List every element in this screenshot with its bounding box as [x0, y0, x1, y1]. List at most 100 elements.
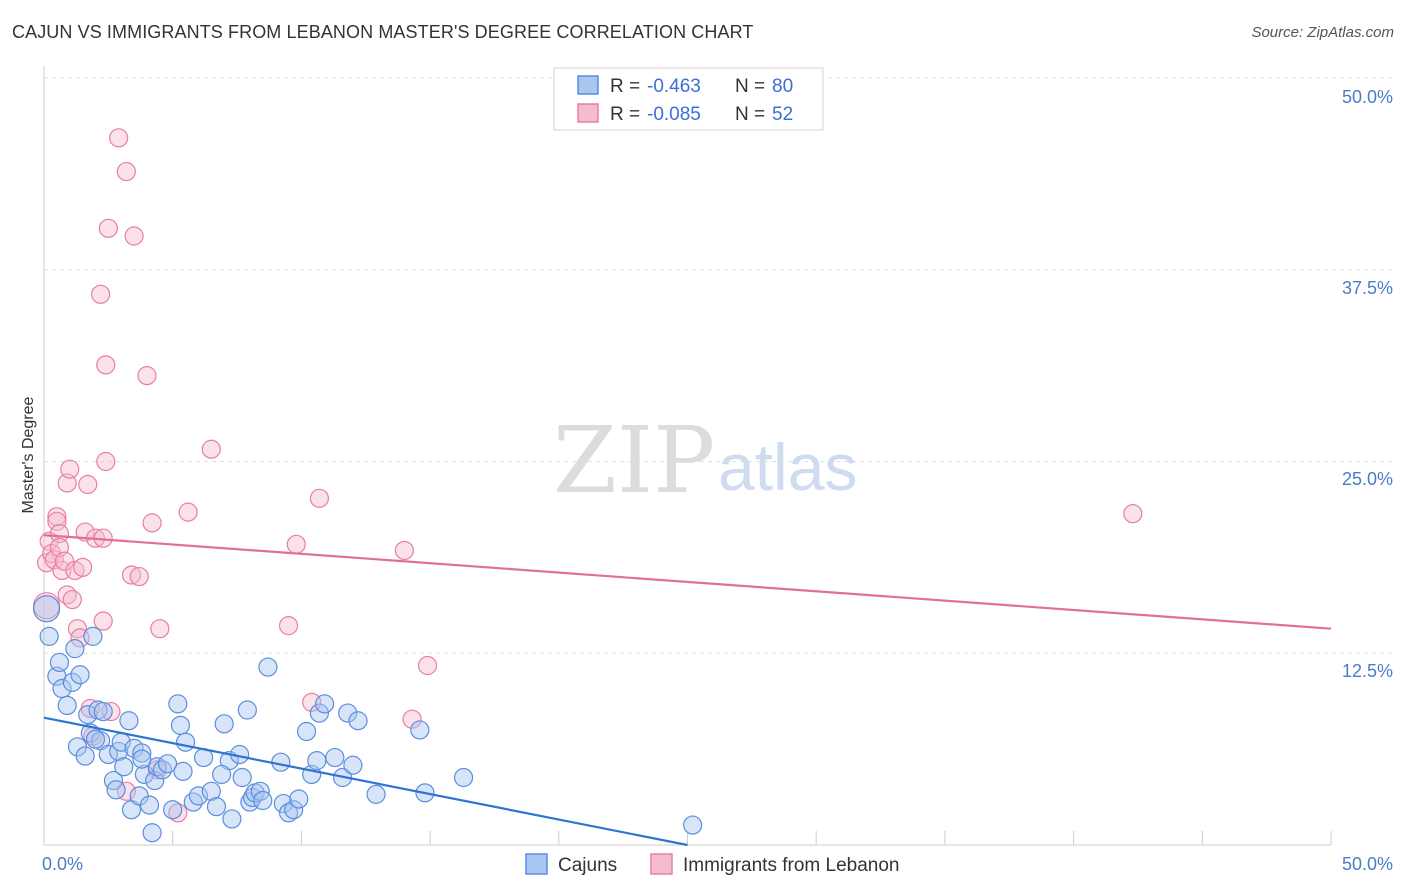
legend-swatch-cajuns [577, 75, 599, 95]
lebanon-point [278, 616, 299, 636]
cajun-point [83, 626, 103, 646]
lebanon-point [62, 589, 82, 610]
legend-r-label: R = [610, 104, 640, 125]
chart-title: CAJUN VS IMMIGRANTS FROM LEBANON MASTER'… [12, 22, 754, 42]
y-tick-label: 25.0% [1342, 469, 1393, 489]
cajun-point [278, 803, 299, 823]
lebanon-point [96, 355, 116, 375]
cajun-point [75, 746, 95, 766]
cajun-point [175, 732, 196, 752]
legend-r-value: -0.463 [647, 76, 701, 97]
cajun-point [258, 657, 278, 677]
x-tick-marks [43, 831, 1332, 845]
cajun-point [142, 823, 162, 843]
lebanon-point [1123, 504, 1143, 524]
cajun-point [183, 792, 203, 812]
cajun-point [343, 755, 363, 775]
cajun-point [49, 652, 70, 673]
lebanon-point [49, 523, 70, 544]
lebanon-point [60, 459, 80, 479]
cajun-point [309, 703, 330, 723]
lebanon-point [96, 451, 116, 472]
cajun-point [132, 743, 152, 763]
lebanon-point [178, 502, 198, 522]
legend-n-label: N = [735, 104, 765, 125]
cajun-point [271, 752, 291, 772]
lebanon-point [309, 488, 330, 508]
cajun-point [366, 784, 386, 804]
cajun-point [65, 639, 85, 659]
legend-n-value: 80 [772, 76, 793, 97]
cajun-point [237, 700, 257, 720]
cajun-point [214, 714, 234, 734]
gridlines [44, 77, 1392, 654]
cajun-point [139, 795, 160, 815]
cajun-point [201, 781, 221, 801]
cajun-point [168, 694, 188, 714]
legend-r-label: R = [610, 76, 640, 97]
lebanon-point [142, 513, 162, 533]
cajun-point [253, 790, 273, 811]
legend-frame [553, 67, 824, 131]
lebanon-point [394, 540, 414, 561]
bottom-legend: Cajuns Immigrants from Lebanon [525, 853, 900, 876]
cajun-point [106, 780, 126, 800]
lebanon-point [201, 439, 221, 459]
watermark: ZIP atlas [553, 407, 857, 514]
legend-r-value: -0.085 [647, 104, 701, 125]
cajun-point [348, 711, 368, 731]
y-tick-label: 50.0% [1342, 87, 1393, 107]
y-axis-label: Master's Degree [20, 396, 37, 513]
cajun-point [273, 793, 293, 814]
cajun-point [212, 764, 232, 785]
legend-n-label: N = [735, 76, 765, 97]
lebanon-point [98, 218, 118, 238]
cajun-point [163, 800, 183, 820]
cajun-point [338, 703, 358, 723]
legend-box: R = -0.463 N = 80 R = -0.085 N = 52 [553, 67, 824, 131]
lebanon-point [150, 619, 170, 639]
cajun-point [70, 665, 90, 685]
lebanon-point [121, 565, 142, 585]
lebanon-point [402, 709, 422, 729]
cajun-point [410, 720, 430, 740]
lebanon-point [124, 226, 144, 246]
watermark-zip: ZIP [553, 407, 715, 514]
cajun-point [289, 789, 309, 809]
y-tick-label: 12.5% [1342, 661, 1393, 681]
cajun-point [39, 626, 59, 646]
cajun-point [157, 754, 178, 774]
cajun-point [93, 701, 113, 722]
lebanon-point [168, 803, 188, 823]
legend-n-value: 52 [772, 104, 793, 125]
cajun-point [206, 797, 227, 817]
bottom-legend-label-lebanon: Immigrants from Lebanon [683, 855, 900, 876]
legend-swatch-lebanon [577, 103, 599, 123]
lebanon-point [116, 161, 136, 182]
series-immigrants-from-lebanon [32, 128, 1143, 823]
cajun-point [62, 672, 82, 692]
bottom-legend-swatch-cajuns [525, 853, 548, 875]
lebanon-point [93, 611, 113, 631]
trendline-lebanon [43, 534, 1332, 630]
y-tick-label: 37.5% [1342, 278, 1393, 298]
lebanon-point [65, 560, 85, 581]
cajun-point [284, 800, 304, 820]
bottom-legend-swatch-lebanon [650, 853, 673, 875]
cajun-point [170, 715, 191, 735]
watermark-atlas: atlas [718, 430, 857, 504]
cajun-point [683, 815, 703, 835]
cajun-point [173, 761, 193, 781]
cajun-point [32, 595, 61, 623]
cajun-point [314, 694, 335, 714]
lebanon-point [116, 781, 136, 801]
cajun-point [114, 757, 134, 777]
cajun-point [132, 749, 152, 769]
cajun-point [325, 747, 345, 768]
cajun-point [188, 786, 209, 806]
cajun-point [296, 721, 317, 742]
cajun-point [85, 729, 106, 749]
lebanon-point [73, 557, 93, 577]
lebanon-point [91, 284, 111, 304]
